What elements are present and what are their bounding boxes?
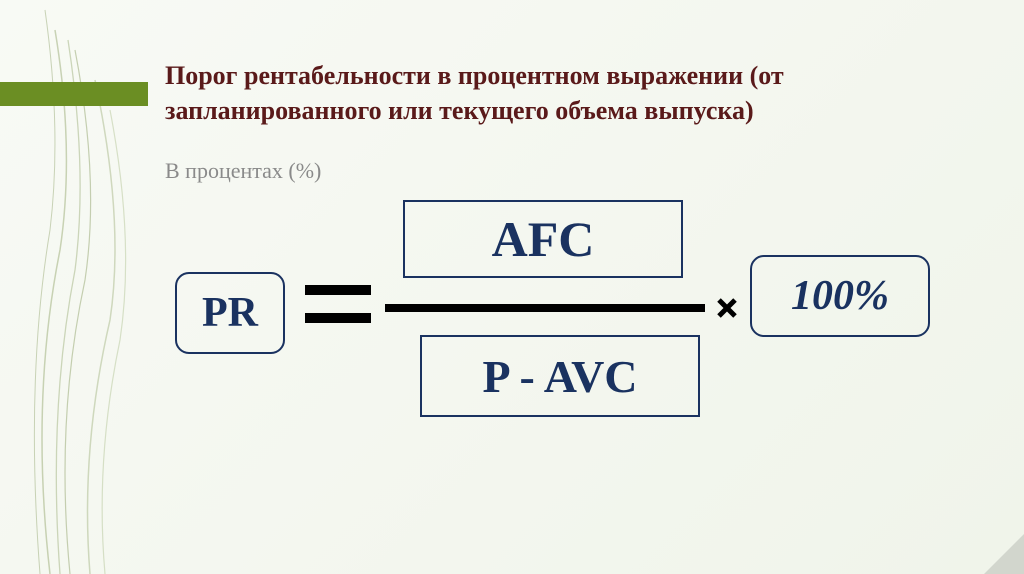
pr-label: PR — [202, 289, 258, 337]
percent-label: 100% — [791, 272, 889, 320]
fraction-line — [385, 304, 705, 312]
pavc-label: P - AVC — [482, 350, 637, 403]
formula-container: PR AFC P - AVC 100% — [175, 200, 875, 450]
accent-bar — [0, 82, 148, 106]
afc-label: AFC — [492, 210, 595, 268]
afc-box: AFC — [403, 200, 683, 278]
multiply-icon — [715, 296, 739, 320]
corner-shadow — [984, 534, 1024, 574]
subtitle: В процентах (%) — [165, 158, 321, 184]
pr-box: PR — [175, 272, 285, 354]
pavc-box: P - AVC — [420, 335, 700, 417]
equals-sign — [305, 285, 375, 341]
percent-box: 100% — [750, 255, 930, 337]
slide-title: Порог рентабельности в процентном выраже… — [165, 58, 905, 128]
